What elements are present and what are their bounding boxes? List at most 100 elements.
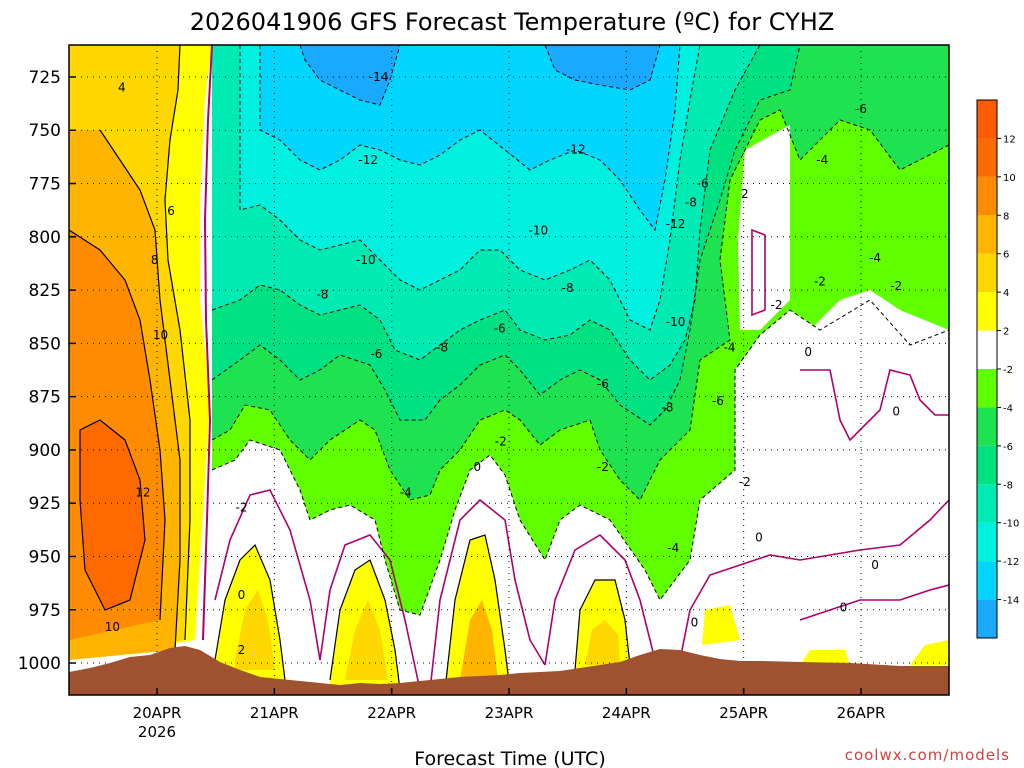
colorbar-tick-label: 12 bbox=[1003, 134, 1016, 145]
contour-label: -4 bbox=[869, 251, 881, 265]
x-tick-label: 21APR bbox=[250, 704, 299, 722]
colorbar-swatch bbox=[977, 407, 997, 446]
contour-lines bbox=[69, 45, 949, 691]
band-below-minus-14-right bbox=[545, 45, 660, 90]
colorbar-swatch bbox=[977, 100, 997, 139]
contour-zero-east bbox=[800, 369, 949, 442]
contour-cold-minus-10 bbox=[239, 45, 701, 331]
credit-text: coolwx.com/models bbox=[845, 746, 1010, 764]
colorbar-tick-label: -2 bbox=[1003, 365, 1013, 376]
band-below-minus-14-left bbox=[300, 45, 400, 105]
contour-label: 2 bbox=[238, 643, 246, 657]
colorbar-swatch bbox=[977, 599, 997, 638]
contour-label: -10 bbox=[529, 223, 549, 237]
colorbar-swatch bbox=[977, 561, 997, 600]
contour-label: -8 bbox=[685, 196, 697, 210]
contour-label: 4 bbox=[118, 81, 126, 95]
contour-label: -2 bbox=[771, 298, 783, 312]
colorbar-tick-label: -4 bbox=[1003, 403, 1013, 414]
warm-tongue-22apr-inner bbox=[345, 600, 388, 680]
colorbar-tick-label: 10 bbox=[1003, 173, 1016, 184]
y-tick-label: 875 bbox=[29, 388, 61, 408]
y-tick-label: 750 bbox=[29, 121, 61, 141]
contour-label: 0 bbox=[871, 558, 879, 572]
colorbar-swatch bbox=[977, 369, 997, 408]
x-axis-label: Forecast Time (UTC) bbox=[414, 748, 605, 768]
contour-cold-minus-14-west bbox=[299, 45, 401, 106]
contour-label: -2 bbox=[739, 475, 751, 489]
colorbar-tick-label: -14 bbox=[1003, 596, 1019, 607]
contour-zero-26apr bbox=[799, 584, 949, 621]
colorbar-swatch bbox=[977, 445, 997, 485]
colorbar-swatch bbox=[977, 253, 997, 293]
contour-warm-2-22apr bbox=[329, 559, 401, 691]
colorbar-tick-label: 4 bbox=[1003, 288, 1009, 299]
y-tick-label: 775 bbox=[29, 175, 61, 195]
contour-warm-8 bbox=[69, 229, 166, 621]
colorbar-tick-label: 6 bbox=[1003, 250, 1009, 261]
colorbar-swatch bbox=[977, 522, 997, 562]
contour-label: 10 bbox=[105, 620, 120, 634]
contour-label: 0 bbox=[238, 588, 246, 602]
contour-label: -6 bbox=[712, 394, 724, 408]
contour-label: -10 bbox=[356, 253, 376, 267]
contour-label: 12 bbox=[135, 486, 150, 500]
contour-label: -2 bbox=[597, 460, 609, 474]
grid-lines bbox=[69, 45, 949, 695]
terrain bbox=[69, 646, 949, 695]
warm-tongue-24apr-inner bbox=[585, 620, 620, 665]
contour-label: -2 bbox=[814, 275, 826, 289]
y-tick-label: 825 bbox=[29, 281, 61, 301]
colorbar-tick-label: 2 bbox=[1003, 327, 1009, 338]
contour-label: -2 bbox=[235, 500, 247, 514]
contour-cold-minus-12 bbox=[259, 45, 681, 232]
colorbar: -14 -12 -10 -8 -6 -4 -2 2 4 6 8 10 12 bbox=[976, 99, 1019, 639]
contour-cold-minus-2 bbox=[211, 299, 949, 616]
contour-zero-24apr bbox=[544, 533, 656, 666]
contour-label: -8 bbox=[316, 287, 328, 301]
x-tick-label: 24APR bbox=[602, 704, 651, 722]
contour-zero-21apr bbox=[214, 489, 321, 661]
contour-label: -6 bbox=[494, 321, 506, 335]
contour-label: -12 bbox=[358, 153, 378, 167]
contour-label: -6 bbox=[697, 177, 709, 191]
colorbar-swatch bbox=[977, 138, 997, 177]
colorbar-swatch bbox=[977, 330, 997, 369]
contour-warm-4 bbox=[164, 45, 191, 641]
contour-label: 0 bbox=[473, 460, 481, 474]
colorbar-swatch bbox=[977, 484, 997, 523]
contour-label: -2 bbox=[495, 434, 507, 448]
colorbar-tick-label: -6 bbox=[1003, 442, 1013, 453]
colorbar-swatch bbox=[977, 176, 997, 216]
contour-label: 0 bbox=[892, 405, 900, 419]
colorbar-swatch bbox=[977, 215, 997, 254]
contour-label: 0 bbox=[804, 345, 812, 359]
contour-label: -6 bbox=[597, 377, 609, 391]
contour-zero-23apr bbox=[429, 498, 546, 691]
colorbar-tick-label: -10 bbox=[1003, 519, 1019, 530]
y-tick-label: 850 bbox=[29, 334, 61, 354]
band-10-to-12-west bbox=[80, 420, 145, 610]
temperature-shading bbox=[69, 45, 949, 690]
warm-patch-26apr-east bbox=[910, 640, 949, 665]
contour-label: 8 bbox=[151, 253, 159, 267]
plot-area: 468101210-202-14-12-10-8-6-4-8-6-20-12-1… bbox=[69, 45, 949, 695]
contour-label: 0 bbox=[755, 530, 763, 544]
contour-label: 0 bbox=[840, 601, 848, 615]
contour-cold-minus-14-east bbox=[544, 45, 661, 91]
warm-tongue-23apr-inner bbox=[460, 600, 498, 680]
x-tick-label: 23APR bbox=[485, 704, 534, 722]
contour-warm-2-23apr bbox=[444, 534, 511, 691]
warm-patch-26apr bbox=[800, 650, 850, 665]
contour-zero-22apr bbox=[319, 534, 421, 691]
colorbar-tick-label: -8 bbox=[1003, 480, 1013, 491]
contour-label: -6 bbox=[370, 347, 382, 361]
contour-label: -12 bbox=[566, 142, 586, 156]
contour-label: -8 bbox=[562, 281, 574, 295]
contour-zero-west bbox=[202, 45, 213, 641]
contour-label: -4 bbox=[667, 541, 679, 555]
contour-label: 0 bbox=[691, 616, 699, 630]
contour-warm-2-21apr bbox=[214, 543, 286, 681]
